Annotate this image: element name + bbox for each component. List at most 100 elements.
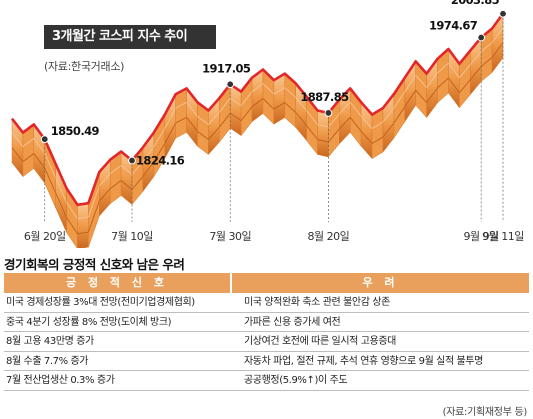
ribbon-fold — [480, 57, 493, 67]
annotation-layer: 1850.49 1824.16 1917.05 1887.85 1974.67 2003.… — [40, 0, 507, 168]
ribbon-fold — [382, 107, 395, 123]
ribbon-fold — [317, 124, 329, 128]
ribbon-fold — [338, 117, 351, 130]
ribbon-fold — [295, 97, 307, 111]
ribbon-fold — [284, 102, 297, 113]
ribbon-fold — [77, 216, 89, 220]
positive-cell: 7월 전산업생산 0.3% 증가 — [6, 375, 115, 387]
date-tick-label: 6월 20일 — [24, 229, 66, 243]
annotation-label: 1974.67 — [429, 19, 478, 33]
concern-cell: 가파른 신용 증가세 여전 — [244, 316, 341, 328]
annotation-point — [477, 33, 486, 42]
ribbon-fold — [153, 143, 166, 162]
ribbon-fold — [44, 152, 57, 179]
ribbon-fold — [229, 112, 242, 122]
table-source: (자료:기획재정부 등) — [442, 407, 528, 418]
ribbon-fold — [251, 98, 264, 108]
ribbon-fold — [120, 180, 133, 190]
ribbon-fold — [98, 173, 111, 187]
ribbon-fold — [371, 121, 384, 130]
ribbon-fold — [426, 87, 438, 103]
ribbon-fold — [273, 102, 286, 110]
kospi-index-line — [10, 12, 505, 207]
concern-cell: 자동차 파업, 절전 규제, 추석 연휴 영향으로 9월 실적 불투명 — [244, 355, 483, 367]
ribbon-fold — [480, 42, 493, 52]
ribbon-fold — [186, 102, 198, 117]
ribbon-fold — [22, 153, 35, 163]
ribbon-fold — [153, 128, 166, 147]
ribbon-fold — [109, 180, 122, 190]
ribbon-fold — [328, 113, 340, 128]
positive-cell: 8월 고용 43만명 증가 — [6, 336, 94, 348]
date-tick-label: 8월 20일 — [308, 229, 350, 243]
ribbon-fold — [437, 77, 449, 89]
ribbon-fold — [448, 62, 460, 79]
date-tick-label: 7월 30일 — [209, 229, 251, 243]
ribbon-fold — [469, 51, 482, 65]
ribbon-fold — [142, 161, 155, 177]
ribbon-fold — [197, 130, 209, 140]
ribbon-fold — [491, 27, 504, 43]
ribbon-fold — [175, 116, 187, 124]
ribbon-fold — [437, 62, 449, 74]
ribbon-fold — [164, 122, 177, 144]
annotation-point — [128, 156, 136, 165]
positive-cell: 8월 수출 7.7% 증가 — [6, 355, 89, 367]
ribbon-fold — [382, 122, 395, 138]
positive-cell: 미국 경제성장률 3%대 전망(전미기업경제협회) — [6, 297, 195, 308]
ribbon-segment — [88, 171, 100, 248]
ribbon-fold — [66, 202, 78, 220]
table-header: 긍 정 적 신 호 우 려 — [4, 273, 529, 293]
ribbon-fold — [469, 66, 482, 80]
ribbon-fold — [349, 102, 362, 117]
ribbon-fold — [131, 161, 144, 175]
annotation-point — [40, 135, 49, 144]
ribbon-fold — [98, 188, 111, 202]
date-tick-label: 9월 11일 — [482, 229, 524, 243]
ribbon-segment — [273, 73, 286, 125]
annotation-point — [226, 80, 235, 89]
ribbon-segment — [208, 97, 220, 156]
ribbon-fold — [11, 132, 24, 147]
ribbon-fold — [175, 101, 187, 109]
header-concern: 우 려 — [232, 273, 529, 293]
ribbon-fold — [44, 167, 57, 194]
positive-cell: 중국 4분기 성장률 8% 전망(도이체 방크) — [6, 316, 172, 328]
ribbon-fold — [491, 42, 504, 58]
ribbon-fold — [240, 91, 253, 106]
ribbon-layer — [11, 12, 504, 248]
ribbon-fold — [349, 117, 362, 132]
ribbon-segment — [371, 107, 384, 160]
ribbon-fold — [208, 126, 220, 140]
ribbon-fold — [229, 97, 242, 107]
chart-title: 3개월간 코스피 지수 추이 — [44, 25, 216, 49]
concern-cell: 공공행정(5.9%↑)이 주도 — [244, 375, 348, 387]
table-title: 경기회복의 긍정적 신호와 남은 우려 — [4, 257, 185, 272]
ribbon-fold — [87, 185, 100, 218]
ribbon-segment — [415, 60, 427, 119]
ribbon-segment — [317, 110, 329, 158]
ribbon-fold — [142, 146, 155, 162]
ribbon-fold — [197, 115, 209, 125]
annotation-point — [324, 109, 333, 117]
ribbon-fold — [66, 217, 78, 235]
ribbon-fold — [415, 89, 427, 103]
ribbon-fold — [426, 72, 438, 88]
ribbon-fold — [360, 130, 373, 144]
ribbon-fold — [22, 138, 35, 148]
ribbon-fold — [87, 200, 100, 233]
ribbon-fold — [404, 75, 417, 92]
ribbon-fold — [328, 128, 340, 143]
table-row: 미국 경제성장률 3%대 전망(전미기업경제협회) 미국 양적완화 축소 관련 … — [4, 293, 529, 313]
ribbon-fold — [338, 102, 351, 115]
annotation-label: 2003.85 — [451, 0, 500, 7]
ribbon-fold — [262, 98, 275, 110]
ribbon-fold — [131, 176, 144, 190]
ribbon-fold — [109, 165, 122, 175]
ribbon-fold — [164, 107, 177, 129]
ribbon-segment — [77, 202, 89, 248]
ribbon-fold — [448, 77, 460, 94]
